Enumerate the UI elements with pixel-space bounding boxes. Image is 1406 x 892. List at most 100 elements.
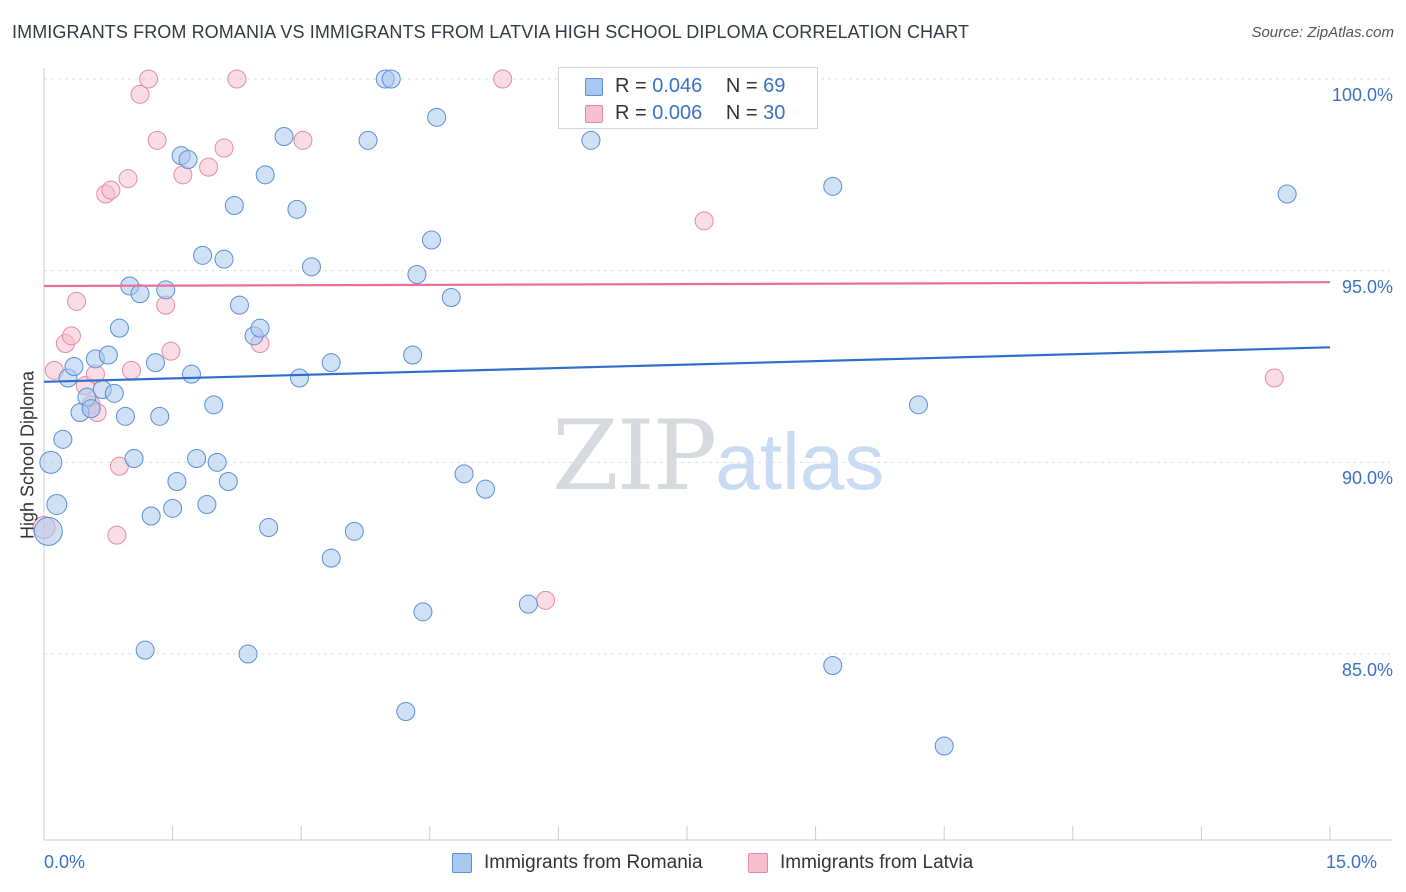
romania-point <box>187 449 207 468</box>
legend-row-romania: R = 0.046 N = 69 <box>585 75 785 98</box>
latvia-point <box>161 341 181 361</box>
latvia-point <box>694 211 714 231</box>
romania-point <box>178 150 198 169</box>
trend-line-latvia <box>43 281 1331 288</box>
y-tick-label: 90.0% <box>1341 468 1393 489</box>
romania-point <box>301 257 321 277</box>
romania-point <box>64 357 84 376</box>
romania-point <box>33 516 63 546</box>
latvia-point <box>118 169 138 189</box>
legend-r-label: R = <box>615 75 653 97</box>
romania-point <box>46 494 68 515</box>
romania-point <box>167 472 187 491</box>
legend-n-value-latvia: 30 <box>763 102 786 124</box>
romania-point <box>156 280 176 300</box>
romania-point <box>204 395 224 415</box>
bottom-legend-label-latvia: Immigrants from Latvia <box>780 852 974 873</box>
romania-point <box>224 196 244 215</box>
romania-point <box>321 353 341 373</box>
x-tick-label-min: 0.0% <box>44 852 86 872</box>
legend-n-label: N = <box>725 102 764 124</box>
legend-r-value-latvia: 0.006 <box>652 102 703 124</box>
romania-point <box>427 107 447 127</box>
romania-point <box>163 498 183 518</box>
romania-point <box>441 288 461 307</box>
legend-swatch-latvia <box>585 105 603 123</box>
latvia-point <box>107 525 127 545</box>
romania-point <box>381 69 401 89</box>
y-tick-label: 95.0% <box>1341 276 1393 297</box>
latvia-point <box>101 180 121 200</box>
romania-point <box>98 345 118 365</box>
romania-point <box>255 165 275 185</box>
bottom-legend-label-romania: Immigrants from Romania <box>484 852 703 873</box>
romania-point <box>250 318 270 338</box>
romania-point <box>321 548 341 568</box>
source-credit: Source: ZipAtlas.com <box>1251 24 1394 41</box>
latvia-point <box>121 360 141 380</box>
romania-point <box>422 230 442 250</box>
grid-lines <box>44 78 1390 655</box>
latvia-point <box>1264 368 1284 388</box>
x-tick-label-max: 15.0% <box>1326 852 1378 872</box>
latvia-point <box>139 69 159 89</box>
romania-point <box>124 449 144 468</box>
latvia-point <box>293 130 313 150</box>
legend-row-latvia: R = 0.006 N = 30 <box>585 102 785 125</box>
romania-point <box>396 702 416 721</box>
watermark-zip: ZIP <box>552 400 717 512</box>
bottom-legend-swatch-latvia <box>748 853 768 873</box>
romania-point <box>518 594 538 614</box>
romania-point <box>358 130 378 150</box>
romania-point <box>407 265 427 284</box>
romania-point <box>115 406 135 426</box>
romania-point <box>454 464 474 484</box>
romania-point <box>53 429 73 449</box>
latvia-point <box>493 69 513 89</box>
romania-point <box>104 383 124 403</box>
chart-title: IMMIGRANTS FROM ROMANIA VS IMMIGRANTS FR… <box>12 22 970 42</box>
trend-lines <box>43 281 1331 383</box>
legend-r-value-romania: 0.046 <box>652 75 703 97</box>
romania-point <box>197 495 217 514</box>
romania-point <box>145 353 165 373</box>
stats-legend: R = 0.046 N = 69 R = 0.006 N = 30 <box>558 67 818 129</box>
romania-point <box>259 518 279 537</box>
legend-n-value-romania: 69 <box>763 75 786 97</box>
y-tick-label: 100.0% <box>1331 85 1393 105</box>
romania-point <box>193 245 213 265</box>
latvia-point <box>61 326 81 346</box>
watermark-atlas: atlas <box>715 417 885 506</box>
romania-point <box>218 472 238 491</box>
axes <box>43 68 1392 841</box>
romania-point <box>823 176 843 196</box>
romania-point <box>289 368 309 388</box>
romania-point <box>141 506 161 526</box>
romania-point <box>207 452 227 472</box>
romania-point <box>214 249 234 269</box>
romania-point <box>109 318 129 338</box>
romania-point <box>130 284 150 304</box>
romania-point <box>287 199 307 219</box>
romania-point <box>344 521 364 541</box>
romania-point <box>934 736 954 756</box>
latvia-point <box>536 590 556 610</box>
bottom-legend-latvia: Immigrants from Latvia <box>748 852 973 874</box>
romania-point <box>238 644 258 664</box>
romania-point <box>150 406 170 426</box>
romania-point <box>1277 184 1297 204</box>
romania-point <box>81 399 101 419</box>
romania-point <box>181 364 201 384</box>
latvia-point <box>130 84 150 104</box>
latvia-point <box>214 138 234 158</box>
romania-point <box>581 130 601 150</box>
romania-point <box>908 395 928 415</box>
romania-point <box>229 295 249 315</box>
romania-point <box>476 479 496 499</box>
y-tick-label: 85.0% <box>1341 660 1393 680</box>
romania-point <box>274 127 294 146</box>
latvia-point <box>67 291 87 311</box>
romania-point <box>403 345 423 365</box>
legend-swatch-romania <box>585 78 603 96</box>
